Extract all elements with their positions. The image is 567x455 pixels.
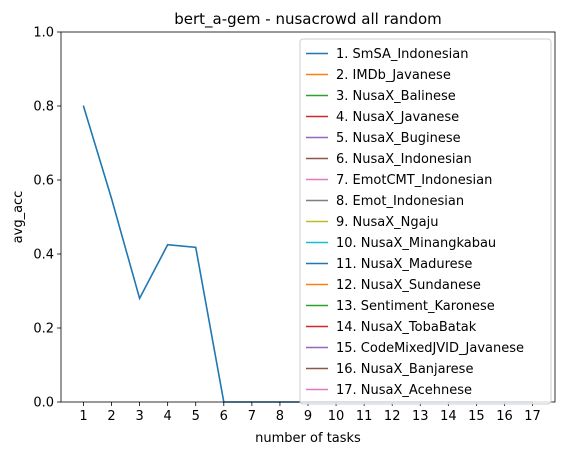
- x-tick-label: 14: [440, 409, 457, 424]
- legend-label-13: 13. Sentiment_Karonese: [336, 299, 495, 314]
- legend-label-5: 5. NusaX_Buginese: [336, 131, 461, 146]
- data-point-1-3: [138, 297, 141, 299]
- legend: 1. SmSA_Indonesian 2. IMDb_Javanese 3. Nus…: [299, 38, 552, 405]
- y-tick-label: 1.0: [33, 26, 54, 41]
- legend-label-12: 12. NusaX_Sundanese: [336, 278, 481, 293]
- data-point-1-2: [110, 197, 113, 200]
- legend-label-15: 15. CodeMixedJVID_Javanese: [336, 341, 524, 356]
- x-tick-label: 15: [468, 409, 485, 424]
- legend-label-16: 16. NusaX_Banjarese: [336, 362, 473, 377]
- x-tick-label: 13: [412, 409, 429, 424]
- x-tick-label: 16: [496, 409, 513, 424]
- legend-label-17: 17. NusaX_Acehnese: [336, 383, 472, 398]
- legend-box: [299, 38, 552, 405]
- x-tick-label: 1: [79, 409, 87, 424]
- y-axis-label: avg_acc: [11, 191, 26, 244]
- x-tick-label: 11: [356, 409, 373, 424]
- x-tick-label: 8: [276, 409, 284, 424]
- legend-label-2: 2. IMDb_Javanese: [336, 68, 451, 83]
- x-tick-label: 3: [135, 409, 143, 424]
- x-tick-label: 10: [328, 409, 345, 424]
- x-tick-label: 7: [248, 409, 256, 424]
- x-tick-label: 4: [164, 409, 172, 424]
- x-tick-label: 5: [192, 409, 200, 424]
- x-tick-label: 6: [220, 409, 228, 424]
- data-point-1-4: [167, 244, 169, 246]
- legend-label-6: 6. NusaX_Indonesian: [336, 152, 472, 167]
- legend-label-14: 14. NusaX_TobaBatak: [336, 320, 477, 335]
- x-tick-label: 9: [304, 409, 312, 424]
- data-point-1-5: [195, 246, 197, 248]
- y-tick-label: 0.4: [33, 248, 54, 263]
- x-tick-label: 12: [384, 409, 401, 424]
- legend-label-9: 9. NusaX_Ngaju: [336, 215, 438, 230]
- data-point-1-1: [82, 105, 85, 107]
- chart-title: bert_a-gem - nusacrowd all random: [174, 10, 442, 29]
- legend-label-1: 1. SmSA_Indonesian: [336, 47, 468, 62]
- legend-label-4: 4. NusaX_Javanese: [336, 110, 459, 125]
- x-axis-label: number of tasks: [255, 431, 361, 446]
- y-tick-label: 0.6: [33, 174, 54, 189]
- x-tick-label: 2: [107, 409, 115, 424]
- legend-label-10: 10. NusaX_Minangkabau: [336, 236, 496, 251]
- legend-label-11: 11. NusaX_Madurese: [336, 257, 472, 272]
- legend-label-3: 3. NusaX_Balinese: [336, 89, 456, 104]
- y-tick-label: 0.2: [33, 322, 54, 337]
- y-tick-label: 0.8: [33, 100, 54, 115]
- legend-label-8: 8. Emot_Indonesian: [336, 194, 464, 209]
- y-tick-label: 0.0: [33, 396, 54, 411]
- x-tick-label: 17: [524, 409, 541, 424]
- legend-label-7: 7. EmotCMT_Indonesian: [336, 173, 492, 188]
